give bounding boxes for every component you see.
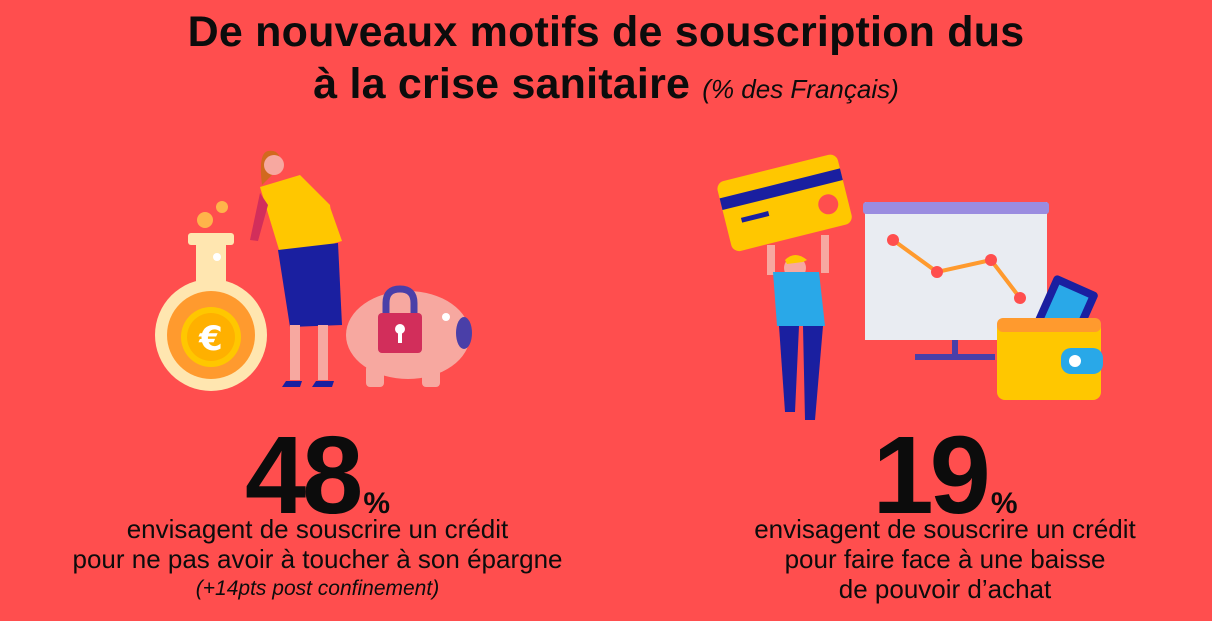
woman-figure [250,150,342,387]
purchasing-power-illustration [717,154,1103,420]
title-line-1: De nouveaux motifs de souscription dus [187,8,1025,56]
stat-right: 19% envisagent de souscrire un crédit po… [725,421,1165,605]
stat-left-desc-line-2: pour ne pas avoir à toucher à son épargn… [72,544,563,574]
stat-right-value: 19 [872,414,990,537]
stat-left-value-row: 48% [30,421,605,531]
page-title: De nouveaux motifs de souscription dus à… [0,6,1212,115]
stat-right-desc-line-1: envisagent de souscrire un crédit [754,514,1136,544]
chart-board-icon [863,202,1049,360]
savings-illustration: € [155,150,472,391]
title-line-2: à la crise sanitaire (% des Français) [0,58,1212,115]
stat-left-note: (+14pts post confinement) [195,577,440,600]
stat-left: 48% envisagent de souscrire un crédit po… [30,421,605,604]
lock-icon [378,285,422,353]
stat-right-desc-line-2: pour faire face à une baisse [784,544,1106,574]
stat-left-desc-line-1: envisagent de souscrire un crédit [126,514,509,544]
wallet-icon [997,275,1103,400]
man-figure [767,235,829,420]
title-line-2-main: à la crise sanitaire [313,60,691,108]
stat-right-value-row: 19% [725,421,1165,531]
stat-right-desc-line-3: de pouvoir d’achat [838,574,1052,604]
stat-left-unit: % [363,487,391,520]
stat-right-unit: % [990,487,1018,520]
title-subtitle: (% des Français) [702,74,899,104]
euro-coin-icon: € [181,307,241,367]
euro-symbol: € [198,319,223,359]
stat-left-value: 48 [244,414,363,537]
credit-card-icon [717,154,852,252]
